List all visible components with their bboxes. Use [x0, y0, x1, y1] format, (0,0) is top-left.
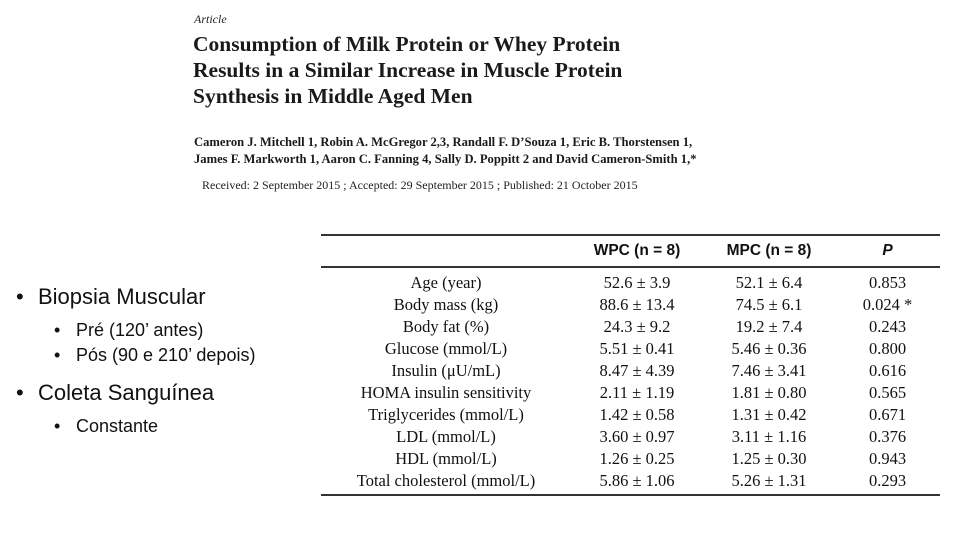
row-label: Body mass (kg) — [393, 295, 499, 314]
table-row: HDL (mmol/L) 1.26 ± 0.25 1.25 ± 0.30 0.943 — [321, 448, 940, 470]
header-label-cell — [321, 234, 571, 268]
row-mpc-value: 1.25 ± 0.30 — [731, 449, 807, 468]
row-wpc-value: 52.6 ± 3.9 — [603, 273, 671, 292]
table-row: HOMA insulin sensitivity 2.11 ± 1.19 1.81 … — [321, 382, 940, 404]
bullet-dot-icon: • — [16, 380, 24, 405]
sub-bullet-text: Pré (120’ antes) — [76, 320, 204, 340]
row-wpc-value: 88.6 ± 13.4 — [599, 295, 675, 314]
header-wpc: WPC (n = 8) — [571, 234, 703, 268]
authors: Cameron J. Mitchell 1, Robin A. McGregor… — [194, 134, 774, 168]
row-mpc-value: 5.26 ± 1.31 — [703, 470, 835, 496]
table-row: Body mass (kg) 88.6 ± 13.4 74.5 ± 6.1 0.024… — [321, 294, 940, 316]
table-header-row: WPC (n = 8) MPC (n = 8) P — [321, 234, 940, 268]
row-p-value: 0.616 — [868, 361, 907, 380]
bullet-item: • Biopsia Muscular — [16, 284, 255, 310]
row-p-value: 0.243 — [868, 317, 907, 336]
sub-bullet-item: • Constante — [54, 416, 255, 437]
authors-line: James F. Markworth 1, Aaron C. Fanning 4… — [194, 152, 697, 166]
row-mpc-value: 1.31 ± 0.42 — [731, 405, 807, 424]
bullet-text: Biopsia Muscular — [38, 284, 206, 309]
header-p: P — [835, 234, 940, 268]
title-line: Synthesis in Middle Aged Men — [193, 84, 473, 108]
row-wpc-value: 1.42 ± 0.58 — [599, 405, 675, 424]
row-label: Insulin (μU/mL) — [391, 361, 501, 380]
row-p-value: 0.376 — [868, 427, 907, 446]
table-row: LDL (mmol/L) 3.60 ± 0.97 3.11 ± 1.16 0.376 — [321, 426, 940, 448]
row-label: Age (year) — [410, 273, 482, 292]
header-mpc: MPC (n = 8) — [703, 234, 835, 268]
row-p-value: 0.800 — [868, 339, 907, 358]
row-p-value: 0.565 — [868, 383, 907, 402]
row-label: Triglycerides (mmol/L) — [368, 405, 524, 424]
row-wpc-value: 5.86 ± 1.06 — [571, 470, 703, 496]
table-row: Total cholesterol (mmol/L) 5.86 ± 1.06 5.2… — [321, 470, 940, 496]
row-mpc-value: 3.11 ± 1.16 — [731, 427, 807, 446]
row-p-value: 0.671 — [868, 405, 907, 424]
row-wpc-value: 3.60 ± 0.97 — [599, 427, 675, 446]
row-wpc-value: 8.47 ± 4.39 — [599, 361, 675, 380]
row-p-value: 0.853 — [868, 273, 907, 292]
bullet-dot-icon: • — [54, 345, 61, 365]
sub-bullet-text: Pós (90 e 210’ depois) — [76, 345, 256, 365]
sub-bullet-text: Constante — [76, 416, 159, 436]
title-line: Results in a Similar Increase in Muscle … — [193, 58, 623, 82]
row-p-value: 0.943 — [868, 449, 907, 468]
row-label: Body fat (%) — [402, 317, 490, 336]
title-line: Consumption of Milk Protein or Whey Prot… — [193, 32, 621, 56]
bullet-dot-icon: • — [54, 416, 61, 436]
table-row: Triglycerides (mmol/L) 1.42 ± 0.58 1.31 ± … — [321, 404, 940, 426]
row-wpc-value: 24.3 ± 9.2 — [603, 317, 671, 336]
row-wpc-value: 2.11 ± 1.19 — [599, 383, 675, 402]
authors-line: Cameron J. Mitchell 1, Robin A. McGregor… — [194, 135, 693, 149]
sub-bullet-item: • Pós (90 e 210’ depois) — [54, 345, 255, 366]
row-label: HDL (mmol/L) — [395, 449, 497, 468]
row-mpc-value: 52.1 ± 6.4 — [735, 273, 803, 292]
bullet-dot-icon: • — [54, 320, 61, 340]
row-label: Glucose (mmol/L) — [384, 339, 508, 358]
article-label: Article — [194, 12, 227, 26]
paper-title: Consumption of Milk Protein or Whey Prot… — [193, 31, 753, 109]
row-label: LDL (mmol/L) — [396, 427, 496, 446]
characteristics-table: WPC (n = 8) MPC (n = 8) P Age (year) 52.6… — [321, 234, 940, 496]
bullet-dot-icon: • — [16, 284, 24, 309]
bullet-text: Coleta Sanguínea — [38, 380, 215, 405]
row-mpc-value: 19.2 ± 7.4 — [735, 317, 803, 336]
row-wpc-value: 5.51 ± 0.41 — [599, 339, 675, 358]
row-label: HOMA insulin sensitivity — [360, 383, 532, 402]
row-mpc-value: 1.81 ± 0.80 — [731, 383, 807, 402]
row-label: Total cholesterol (mmol/L) — [321, 470, 571, 496]
sub-bullet-item: • Pré (120’ antes) — [54, 320, 255, 341]
bullet-list: • Biopsia Muscular • Pré (120’ antes) • Pós… — [16, 284, 255, 437]
row-mpc-value: 74.5 ± 6.1 — [735, 295, 803, 314]
row-mpc-value: 5.46 ± 0.36 — [731, 339, 807, 358]
row-p-value: 0.024 * — [862, 295, 913, 314]
bullet-item: • Coleta Sanguínea — [16, 380, 255, 406]
row-p-value: 0.293 — [835, 470, 940, 496]
table-row: Age (year) 52.6 ± 3.9 52.1 ± 6.4 0.853 — [321, 267, 940, 294]
table-row: Insulin (μU/mL) 8.47 ± 4.39 7.46 ± 3.41 0.6… — [321, 360, 940, 382]
publication-dates: Received: 2 September 2015 ; Accepted: 2… — [202, 178, 638, 192]
table-row: Glucose (mmol/L) 5.51 ± 0.41 5.46 ± 0.36 0.… — [321, 338, 940, 360]
table-row: Body fat (%) 24.3 ± 9.2 19.2 ± 7.4 0.243 — [321, 316, 940, 338]
row-wpc-value: 1.26 ± 0.25 — [599, 449, 675, 468]
row-mpc-value: 7.46 ± 3.41 — [731, 361, 807, 380]
